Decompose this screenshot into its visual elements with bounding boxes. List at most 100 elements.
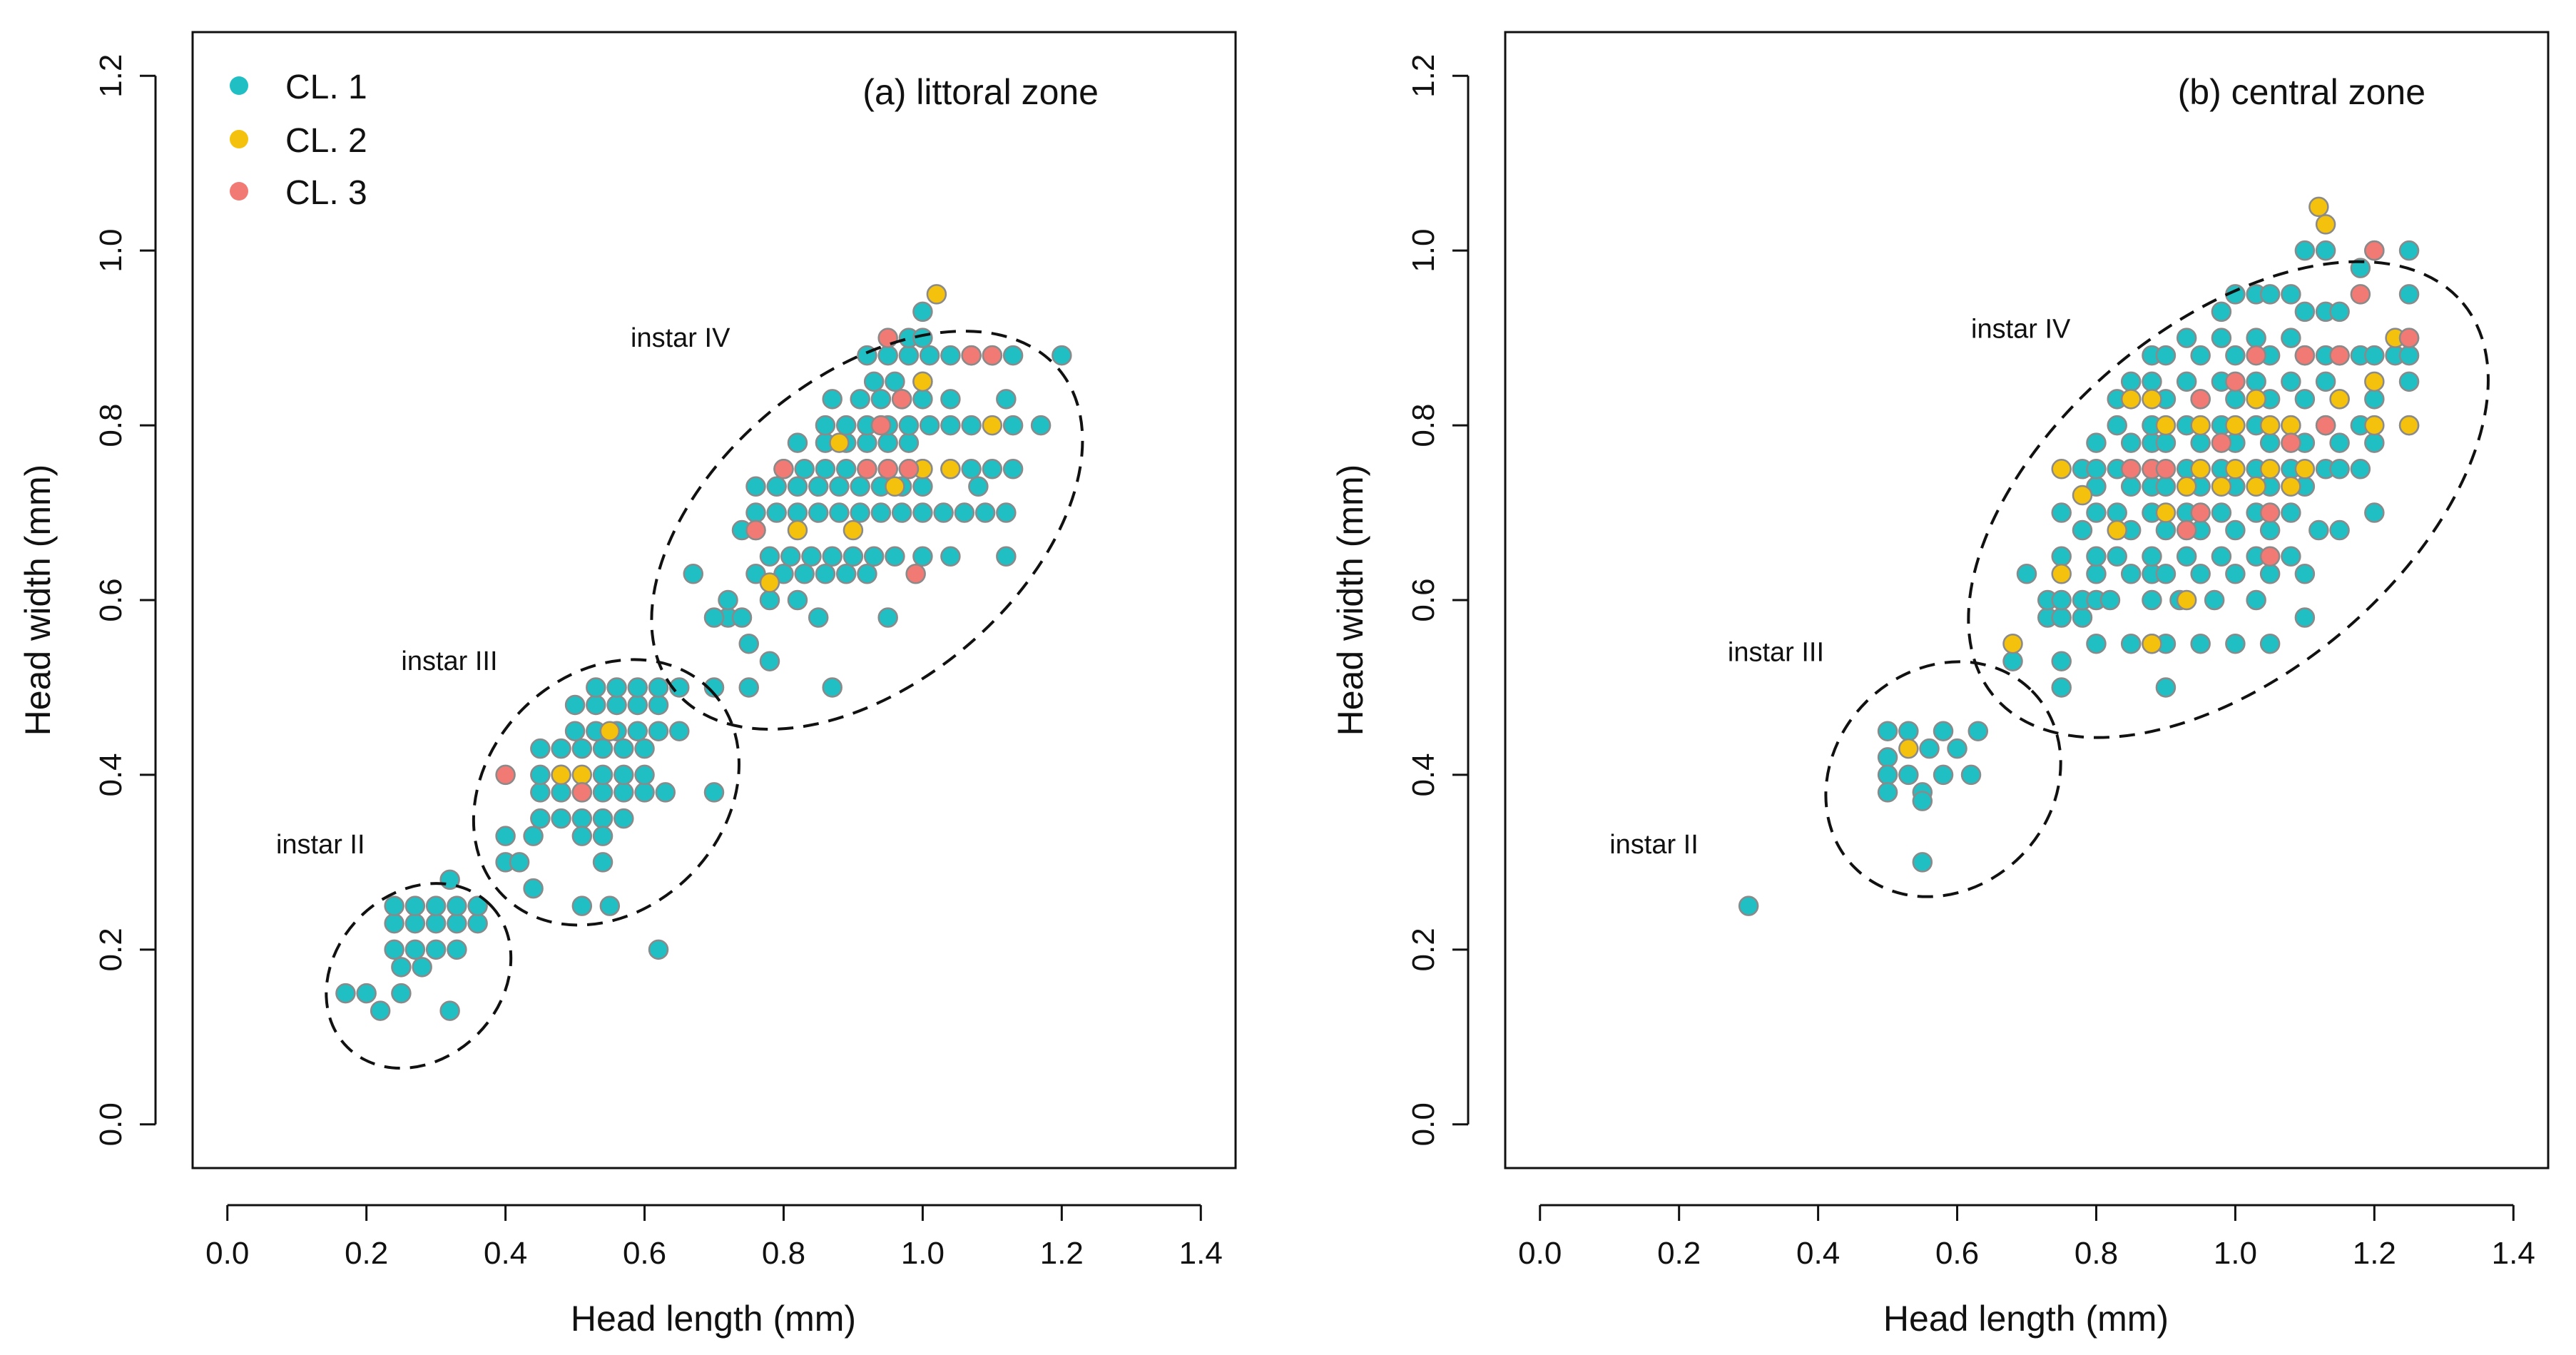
- scatter-point: [745, 519, 766, 541]
- scatter-point: [571, 808, 593, 829]
- scatter-point: [857, 432, 877, 453]
- scatter-point: [2176, 371, 2197, 392]
- x-tick-label: 1.4: [2492, 1236, 2535, 1271]
- scatter-point: [2308, 519, 2329, 541]
- scatter-point: [822, 389, 842, 410]
- scatter-point: [808, 476, 829, 497]
- legend-label-cl1: CL. 1: [285, 68, 367, 106]
- x-tick-label: 0.8: [762, 1236, 805, 1271]
- scatter-point: [842, 519, 864, 541]
- scatter-point: [815, 564, 836, 584]
- scatter-point: [2259, 564, 2281, 584]
- instar-labels-littoral: instar II instar III instar IV: [276, 323, 730, 860]
- scatter-point: [571, 782, 593, 803]
- scatter-point: [1002, 345, 1024, 366]
- scatter-point: [891, 502, 912, 523]
- scatter-point: [2281, 284, 2301, 305]
- scatter-point: [2142, 633, 2162, 654]
- scatter-point: [2211, 546, 2232, 567]
- scatter-point: [2190, 415, 2211, 436]
- scatter-point: [495, 826, 516, 846]
- scatter-point: [2398, 371, 2420, 392]
- x-axis-title-central: Head length (mm): [1883, 1299, 2169, 1339]
- scatter-point: [2002, 633, 2023, 654]
- scatter-point: [1877, 747, 1898, 768]
- y-tick-label: 0.8: [1406, 403, 1441, 447]
- scatter-point: [1933, 721, 1954, 741]
- x-tick-label: 0.8: [2074, 1236, 2118, 1271]
- scatter-point: [745, 476, 766, 497]
- scatter-point: [2364, 415, 2385, 436]
- scatter-point: [551, 782, 571, 803]
- scatter-point: [2086, 564, 2107, 584]
- y-tick-label: 0.6: [93, 578, 128, 621]
- axes-littoral: 0.0 0.2 0.4 0.6 0.8 1.0 1.2 1.4 0.0 0.2 0.4 0.6 0.8 1…: [93, 54, 1223, 1271]
- scatter-point: [787, 589, 808, 611]
- scatter-point: [2072, 607, 2093, 628]
- scatter-point: [1898, 721, 1919, 741]
- scatter-point: [1933, 764, 1954, 786]
- scatter-point: [877, 607, 898, 628]
- scatter-point: [731, 607, 753, 628]
- scatter-point: [2225, 564, 2246, 584]
- scatter-point: [2176, 476, 2197, 497]
- instar-label: instar IV: [631, 323, 730, 353]
- scatter-point: [592, 764, 614, 786]
- scatter-point: [599, 895, 621, 916]
- scatter-point: [745, 502, 766, 523]
- scatter-point: [592, 738, 614, 759]
- x-tick-label: 1.2: [2353, 1236, 2396, 1271]
- scatter-point: [530, 764, 551, 786]
- scatter-point: [787, 432, 808, 453]
- scatter-point: [2155, 459, 2177, 479]
- scatter-point: [2190, 502, 2211, 523]
- x-tick-label: 1.0: [2214, 1236, 2257, 1271]
- scatter-point: [2259, 432, 2281, 453]
- scatter-point: [2204, 589, 2225, 611]
- scatter-point: [1002, 459, 1024, 479]
- scatter-point: [835, 415, 857, 436]
- scatter-point: [773, 459, 794, 479]
- scatter-point: [885, 546, 905, 567]
- scatter-point: [2329, 389, 2350, 410]
- scatter-point: [2155, 345, 2177, 366]
- scatter-point: [2211, 432, 2232, 453]
- scatter-point: [954, 502, 975, 523]
- scatter-point: [2294, 240, 2316, 261]
- scatter-point: [961, 459, 982, 479]
- scatter-point: [2308, 196, 2329, 218]
- scatter-point: [2120, 564, 2142, 584]
- scatter-point: [2281, 328, 2301, 348]
- scatter-point: [356, 983, 377, 1004]
- scatter-point: [2051, 502, 2072, 523]
- instar-label: instar IV: [1971, 315, 2071, 345]
- scatter-point: [634, 738, 655, 759]
- scatter-point: [467, 913, 488, 934]
- scatter-point: [586, 677, 606, 698]
- scatter-point: [2155, 432, 2177, 453]
- instar-ellipse: [325, 882, 513, 1070]
- scatter-point: [2211, 502, 2232, 523]
- scatter-point: [898, 415, 920, 436]
- scatter-point: [2329, 345, 2350, 366]
- scatter-point: [2246, 389, 2266, 410]
- scatter-point: [912, 301, 933, 323]
- scatter-point: [2120, 371, 2142, 392]
- scatter-point: [391, 957, 412, 978]
- y-tick-label: 0.4: [1406, 753, 1441, 796]
- scatter-point: [2259, 546, 2281, 567]
- scatter-point: [655, 782, 676, 803]
- scatter-point: [412, 957, 432, 978]
- scatter-point: [919, 415, 940, 436]
- scatter-point: [2051, 589, 2072, 611]
- scatter-point: [447, 913, 467, 934]
- scatter-point: [2329, 301, 2350, 323]
- scatter-point: [2155, 677, 2177, 698]
- scatter-point: [759, 546, 780, 567]
- scatter-point: [870, 415, 892, 436]
- scatter-point: [1738, 895, 1759, 916]
- scatter-point: [425, 913, 447, 934]
- scatter-point: [2086, 459, 2107, 479]
- scatter-point: [2099, 589, 2121, 611]
- scatter-point: [815, 459, 836, 479]
